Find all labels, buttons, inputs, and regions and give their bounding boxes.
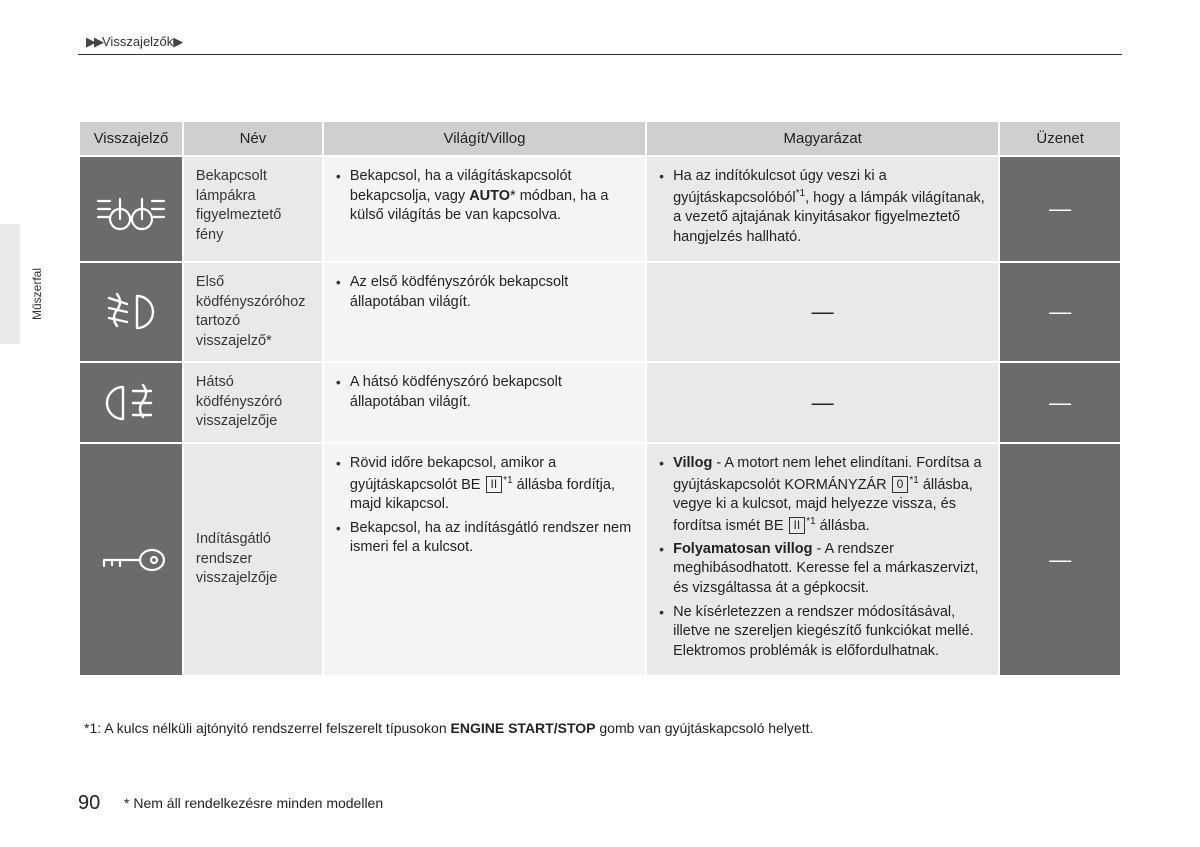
th-explanation: Magyarázat bbox=[646, 121, 999, 156]
breadcrumb: ▶▶Visszajelzők▶ bbox=[86, 34, 181, 50]
cell-explanation: Villog - A motort nem lehet elindítani. … bbox=[646, 443, 999, 676]
arrow-icon: ▶ bbox=[173, 34, 181, 49]
front-fog-icon bbox=[79, 262, 183, 362]
indicators-table: Visszajelző Név Világít/Villog Magyaráza… bbox=[78, 120, 1122, 677]
page-number: 90 bbox=[78, 792, 100, 815]
model-note: * Nem áll rendelkezésre minden modellen bbox=[124, 795, 383, 811]
arrow-icon: ▶▶ bbox=[86, 34, 102, 49]
th-indicator: Visszajelző bbox=[79, 121, 183, 156]
table-row: Bekapcsolt lámpákra figyelmeztető fény B… bbox=[79, 156, 1121, 262]
cell-light: Rövid időre bekapcsol, amikor a gyújtásk… bbox=[323, 443, 646, 676]
cell-message: — bbox=[999, 156, 1121, 262]
header-rule bbox=[78, 54, 1122, 55]
rear-fog-icon bbox=[79, 362, 183, 443]
cell-name: Hátsó ködfényszóró visszajelzője bbox=[183, 362, 323, 443]
cell-light: Bekapcsol, ha a világításkapcsolót bekap… bbox=[323, 156, 646, 262]
table-row: Hátsó ködfényszóró visszajelzője A hátsó… bbox=[79, 362, 1121, 443]
cell-name: Bekapcsolt lámpákra figyelmeztető fény bbox=[183, 156, 323, 262]
cell-light: Az első ködfényszórók bekapcsolt állapot… bbox=[323, 262, 646, 362]
cell-name: Első ködfényszóróhoz tartozó visszajelző… bbox=[183, 262, 323, 362]
breadcrumb-text: Visszajelzők bbox=[102, 34, 173, 49]
side-tab bbox=[0, 224, 20, 344]
footnote: *1: A kulcs nélküli ajtónyitó rendszerre… bbox=[84, 720, 1084, 736]
th-light: Világít/Villog bbox=[323, 121, 646, 156]
cell-explanation: — bbox=[646, 362, 999, 443]
cell-message: — bbox=[999, 443, 1121, 676]
key-immobilizer-icon bbox=[79, 443, 183, 676]
headlight-icon bbox=[79, 156, 183, 262]
cell-name: Indításgátló rendszer visszajelzője bbox=[183, 443, 323, 676]
cell-light: A hátsó ködfényszóró bekapcsolt állapotá… bbox=[323, 362, 646, 443]
table-row: Indításgátló rendszer visszajelzője Rövi… bbox=[79, 443, 1121, 676]
cell-explanation: Ha az indítókulcsot úgy veszi ki a gyújt… bbox=[646, 156, 999, 262]
side-label: Műszerfal bbox=[30, 268, 44, 320]
cell-message: — bbox=[999, 262, 1121, 362]
cell-message: — bbox=[999, 362, 1121, 443]
cell-explanation: — bbox=[646, 262, 999, 362]
th-name: Név bbox=[183, 121, 323, 156]
table-row: Első ködfényszóróhoz tartozó visszajelző… bbox=[79, 262, 1121, 362]
th-message: Üzenet bbox=[999, 121, 1121, 156]
